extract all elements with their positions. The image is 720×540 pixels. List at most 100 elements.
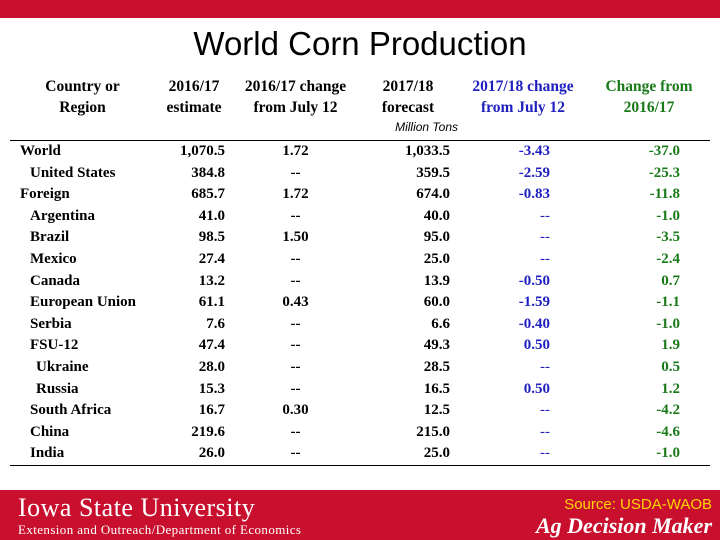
header-estimate: 2016/17 estimate bbox=[166, 78, 222, 116]
table-row: Argentina 41.0 -- 40.0 -- -1.0 bbox=[10, 206, 710, 228]
cell-region: Mexico bbox=[30, 250, 77, 267]
slide-title: World Corn Production bbox=[193, 25, 527, 62]
cell-region: Argentina bbox=[30, 207, 95, 224]
cell-region: India bbox=[10, 443, 155, 466]
cell-change-from: 1.9 bbox=[661, 337, 680, 354]
cell-change-2016: -- bbox=[290, 315, 301, 332]
cell-change-2017: -0.40 bbox=[518, 315, 550, 332]
cell-region: European Union bbox=[30, 294, 137, 311]
cell-region: China bbox=[30, 423, 70, 440]
cell-change-from: -4.2 bbox=[656, 402, 680, 419]
cell-change-2016: 1.50 bbox=[282, 229, 309, 246]
table-row: Russia 15.3 -- 16.5 0.50 1.2 bbox=[10, 379, 710, 401]
table-row: Ukraine 28.0 -- 28.5 -- 0.5 bbox=[10, 357, 710, 379]
cell-estimate: 26.0 bbox=[155, 443, 233, 466]
cell-change-2016: -- bbox=[290, 272, 301, 289]
cell-change-2017: 0.50 bbox=[523, 337, 550, 354]
cell-forecast: 16.5 bbox=[423, 380, 450, 397]
cell-change-2017: -2.59 bbox=[518, 164, 550, 181]
cell-forecast: 25.0 bbox=[358, 443, 458, 466]
cell-forecast: 49.3 bbox=[423, 337, 450, 354]
cell-change-from: 1.2 bbox=[661, 380, 680, 397]
cell-change-2016: -- bbox=[233, 443, 358, 466]
units-row: Million Tons bbox=[10, 120, 710, 141]
table-row: European Union 61.1 0.43 60.0 -1.59 -1.1 bbox=[10, 292, 710, 314]
department-text: Extension and Outreach/Department of Eco… bbox=[18, 522, 302, 537]
header-forecast: 2017/18 forecast bbox=[381, 78, 435, 116]
cell-change-2017: -3.43 bbox=[518, 143, 550, 159]
cell-region: World bbox=[20, 143, 61, 159]
cell-change-2016: 1.72 bbox=[282, 143, 309, 159]
cell-change-2017: 0.50 bbox=[523, 380, 550, 397]
cell-estimate: 61.1 bbox=[198, 294, 225, 311]
ag-decision-maker-brand: Ag Decision Maker bbox=[536, 513, 712, 538]
cell-forecast: 40.0 bbox=[423, 207, 450, 224]
cell-region: Ukraine bbox=[36, 358, 89, 375]
cell-change-2017: -- bbox=[540, 358, 550, 375]
header-change-2017: 2017/18 change from July 12 bbox=[472, 78, 574, 116]
cell-change-from: -1.0 bbox=[656, 315, 680, 332]
cell-change-from: -1.0 bbox=[588, 443, 710, 466]
footer-bar: Iowa State University Extension and Outr… bbox=[0, 490, 720, 540]
cell-change-2016: -- bbox=[290, 250, 301, 267]
table-row: Mexico 27.4 -- 25.0 -- -2.4 bbox=[10, 249, 710, 271]
cell-change-2016: -- bbox=[290, 380, 301, 397]
cell-change-2016: 0.43 bbox=[282, 294, 309, 311]
cell-change-2017: -0.50 bbox=[518, 272, 550, 289]
cell-estimate: 47.4 bbox=[198, 337, 225, 354]
cell-change-2016: -- bbox=[290, 358, 301, 375]
cell-forecast: 6.6 bbox=[431, 315, 450, 332]
cell-forecast: 215.0 bbox=[416, 423, 450, 440]
cell-change-2016: 1.72 bbox=[282, 186, 309, 203]
cell-change-from: 0.5 bbox=[661, 358, 680, 375]
cell-forecast: 25.0 bbox=[423, 250, 450, 267]
table-row: Foreign 685.7 1.72 674.0 -0.83 -11.8 bbox=[10, 184, 710, 206]
cell-region: Canada bbox=[30, 272, 81, 289]
cell-estimate: 7.6 bbox=[206, 315, 225, 332]
header-country: Country or Region bbox=[45, 78, 120, 116]
cell-change-from: -37.0 bbox=[648, 143, 680, 159]
cell-forecast: 60.0 bbox=[423, 294, 450, 311]
cell-change-2017: -- bbox=[540, 250, 550, 267]
cell-change-2016: -- bbox=[290, 164, 301, 181]
cell-change-from: -3.5 bbox=[656, 229, 680, 246]
cell-forecast: 674.0 bbox=[416, 186, 450, 203]
cell-change-2017: -0.83 bbox=[518, 186, 550, 203]
corn-production-table-container: Country or Region 2016/17 estimate 2016/17… bbox=[10, 76, 710, 466]
table-row: Brazil 98.5 1.50 95.0 -- -3.5 bbox=[10, 227, 710, 249]
table-row: Canada 13.2 -- 13.9 -0.50 0.7 bbox=[10, 271, 710, 293]
cell-estimate: 28.0 bbox=[198, 358, 225, 375]
cell-change-2017: -- bbox=[540, 423, 550, 440]
cell-change-2017: -- bbox=[458, 443, 588, 466]
cell-change-from: -1.0 bbox=[656, 207, 680, 224]
table-row: India 26.0 -- 25.0 -- -1.0 bbox=[10, 443, 710, 466]
table-row: South Africa 16.7 0.30 12.5 -- -4.2 bbox=[10, 400, 710, 422]
cell-estimate: 685.7 bbox=[191, 186, 225, 203]
cell-change-2017: -- bbox=[540, 229, 550, 246]
cell-estimate: 219.6 bbox=[191, 423, 225, 440]
table-body: World 1,070.5 1.72 1,033.5 -3.43 -37.0 United … bbox=[10, 141, 710, 466]
source-text: Source: USDA-WAOB bbox=[564, 496, 712, 513]
cell-change-from: -4.6 bbox=[656, 423, 680, 440]
top-accent-bar bbox=[0, 0, 720, 18]
cell-estimate: 13.2 bbox=[198, 272, 225, 289]
cell-change-2017: -- bbox=[540, 207, 550, 224]
table-row: United States 384.8 -- 359.5 -2.59 -25.3 bbox=[10, 163, 710, 185]
table-row: World 1,070.5 1.72 1,033.5 -3.43 -37.0 bbox=[10, 141, 710, 163]
cell-region: Serbia bbox=[30, 315, 72, 332]
cell-forecast: 359.5 bbox=[416, 164, 450, 181]
cell-change-from: -11.8 bbox=[649, 186, 680, 203]
header-change-from: Change from 2016/17 bbox=[605, 78, 693, 116]
cell-change-from: -2.4 bbox=[656, 250, 680, 267]
cell-estimate: 1,070.5 bbox=[180, 143, 225, 159]
table-row: China 219.6 -- 215.0 -- -4.6 bbox=[10, 422, 710, 444]
cell-estimate: 384.8 bbox=[191, 164, 225, 181]
cell-estimate: 98.5 bbox=[198, 229, 225, 246]
cell-forecast: 28.5 bbox=[423, 358, 450, 375]
table-row: FSU-12 47.4 -- 49.3 0.50 1.9 bbox=[10, 335, 710, 357]
cell-change-2016: -- bbox=[290, 337, 301, 354]
cell-region: Brazil bbox=[30, 229, 70, 246]
cell-change-from: -1.1 bbox=[656, 294, 680, 311]
cell-estimate: 41.0 bbox=[198, 207, 225, 224]
cell-change-2016: -- bbox=[290, 207, 301, 224]
